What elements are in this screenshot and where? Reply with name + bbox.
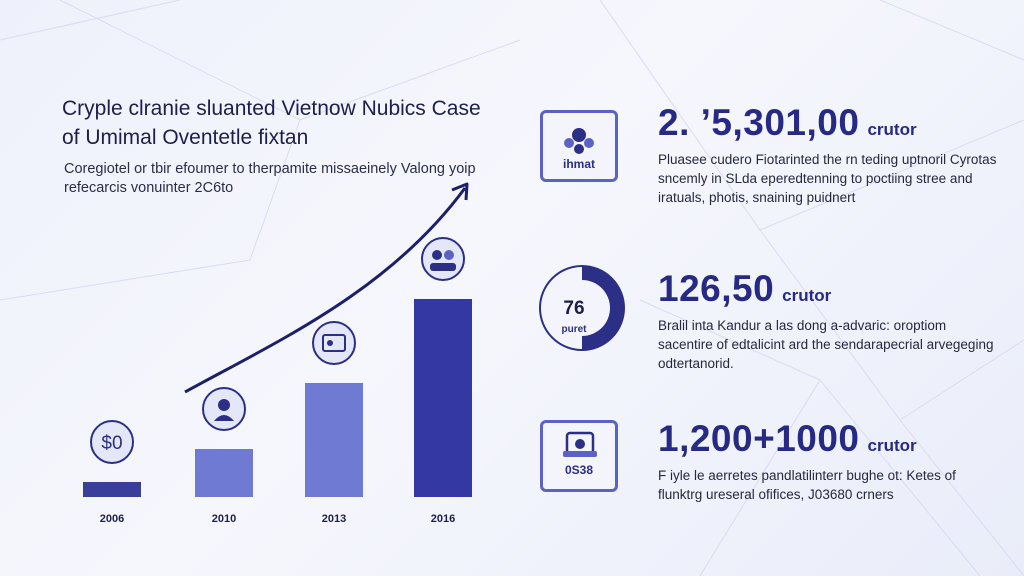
stat-3-number: 1,200+1000 [658,418,860,459]
stat-2-headline: 126,50 crutor [658,268,831,310]
people-network-icon [564,128,594,154]
group-bodies [430,263,456,271]
stat-1-icon-box: ihmat [540,110,618,182]
ring-value: 76 [563,298,584,319]
stat-2-number: 126,50 [658,268,775,309]
ring-label: puret [562,324,588,335]
group-head-2 [444,250,454,260]
stat-1-unit: crutor [867,120,917,139]
stat-2-unit: crutor [782,286,832,305]
page-title: Cryple clranie sluanted Vietnow Nubics C… [62,97,481,149]
x-tick-label: 2010 [212,513,236,525]
stat-3-headline: 1,200+1000 crutor [658,418,917,460]
x-tick-label: 2006 [100,513,124,525]
dollar-coin-icon [90,420,134,464]
stat-3-unit: crutor [867,436,917,455]
stat-3-icon-label: 0S38 [564,463,594,477]
x-tick-label: 2013 [322,513,346,525]
bar-2013 [305,383,363,497]
stat-1-number: 2. ʼ5,301,00 [658,102,860,143]
bar-2006 [83,482,141,497]
trend-arrow-line [184,187,467,394]
progress-ring-icon: 76 puret [539,265,625,351]
x-tick-label: 2016 [431,513,455,525]
person-card-icon [312,321,356,365]
stat-1-headline: 2. ʼ5,301,00 crutor [658,102,917,144]
stat-1-description: Pluasee cudero Fiotarinted the rn teding… [658,152,997,205]
card-avatar [327,340,333,346]
avatar-body [214,415,234,421]
page-subtitle: Coregiotel or tbir efoumer to therpamite… [64,161,476,196]
photo-frame-icon [563,431,597,457]
bar-2016 [414,299,472,497]
bar-2010 [195,449,253,497]
stat-1-icon-label: ihmat [562,157,595,171]
avatar-head [218,399,230,411]
stat-3-icon-box: 0S38 [540,420,618,492]
group-head-1 [432,250,442,260]
stat-3-description: F iyle le aerretes pandlatilinterr bughe… [658,468,956,502]
bar-annotation: $0 [101,433,122,454]
stat-2-description: Bralil inta Kandur a las dong a-advaric:… [658,318,994,371]
card-shape [322,334,346,352]
trend-arrow-head [451,182,469,201]
people-group-icon [421,237,465,281]
